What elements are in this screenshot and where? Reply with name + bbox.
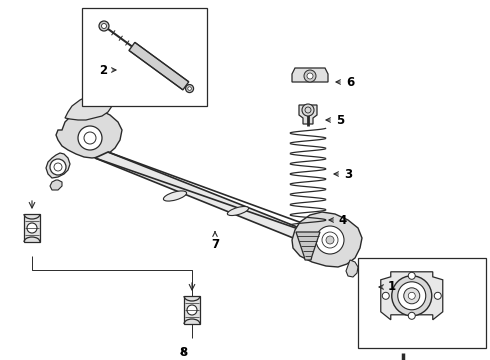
Circle shape	[408, 312, 415, 319]
Polygon shape	[50, 180, 62, 190]
Circle shape	[316, 226, 344, 254]
Polygon shape	[381, 272, 443, 320]
Text: 1: 1	[379, 280, 396, 293]
Circle shape	[307, 73, 313, 79]
Polygon shape	[24, 214, 40, 242]
Polygon shape	[292, 212, 362, 267]
Polygon shape	[46, 153, 70, 178]
Polygon shape	[56, 108, 122, 158]
Circle shape	[304, 70, 316, 82]
Circle shape	[27, 223, 37, 233]
Circle shape	[398, 282, 426, 310]
Circle shape	[78, 126, 102, 150]
Bar	[82, 8, 207, 106]
Polygon shape	[184, 296, 200, 324]
Circle shape	[187, 305, 197, 315]
Polygon shape	[65, 94, 112, 120]
Circle shape	[188, 87, 192, 90]
Polygon shape	[292, 68, 328, 82]
Polygon shape	[296, 232, 320, 260]
Circle shape	[404, 288, 420, 304]
Polygon shape	[346, 260, 358, 277]
Ellipse shape	[227, 207, 248, 216]
Polygon shape	[95, 152, 330, 248]
Circle shape	[186, 85, 194, 93]
Text: 4: 4	[329, 213, 347, 226]
Ellipse shape	[163, 191, 187, 201]
Circle shape	[382, 292, 389, 299]
Circle shape	[99, 21, 109, 31]
Circle shape	[326, 236, 334, 244]
Polygon shape	[299, 105, 317, 124]
Text: 5: 5	[326, 113, 344, 126]
Text: 7: 7	[211, 232, 219, 251]
Circle shape	[101, 23, 106, 28]
Text: 2: 2	[99, 63, 116, 77]
Text: 3: 3	[334, 167, 352, 180]
Circle shape	[408, 272, 415, 279]
Text: 8: 8	[179, 346, 187, 359]
Text: 6: 6	[336, 76, 354, 89]
Circle shape	[408, 292, 415, 299]
Circle shape	[50, 159, 66, 175]
Circle shape	[392, 276, 432, 316]
Circle shape	[434, 292, 441, 299]
Bar	[358, 258, 486, 348]
Polygon shape	[129, 42, 189, 90]
Circle shape	[302, 104, 314, 116]
